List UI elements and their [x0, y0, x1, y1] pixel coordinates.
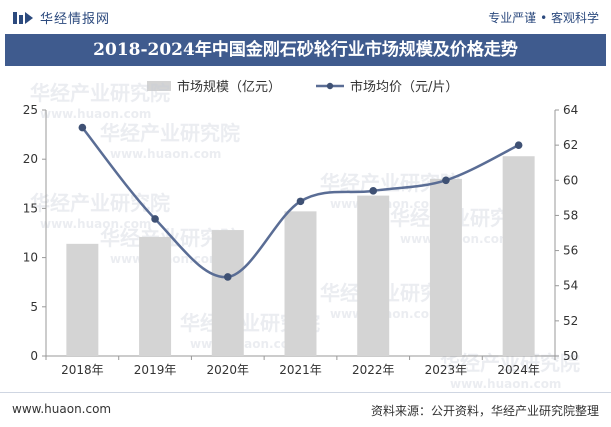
line-point [442, 176, 450, 185]
brand: 华经情报网 [12, 8, 110, 27]
y-left-tick-label: 20 [23, 152, 38, 166]
footer-source: 资料来源：公开资料，华经产业研究院整理 [370, 404, 599, 418]
bar [211, 230, 244, 356]
legend-label-bar: 市场规模（亿元） [177, 80, 282, 95]
x-tick-label: 2021年 [279, 363, 322, 377]
top-bar: 华经情报网 专业严谨 • 客观科学 [0, 0, 611, 34]
y-right-tick-label: 54 [563, 279, 578, 293]
brand-name: 华经情报网 [40, 12, 111, 27]
x-tick-label: 2019年 [134, 363, 177, 377]
x-tick-label: 2023年 [425, 363, 468, 377]
footer-url: www.huaon.com [12, 402, 112, 416]
legend-label-line: 市场均价（元/片） [350, 80, 459, 95]
y-right-tick-label: 64 [563, 103, 578, 117]
footer: www.huaon.com 资料来源：公开资料，华经产业研究院整理 [0, 392, 611, 427]
legend: 市场规模（亿元） 市场均价（元/片） [0, 76, 611, 95]
y-right-tick-label: 58 [563, 208, 578, 222]
legend-line-swatch [316, 82, 344, 89]
line-point [369, 187, 378, 195]
y-right-tick-label: 50 [563, 349, 578, 363]
y-left-tick-label: 15 [23, 201, 38, 215]
bar [66, 243, 99, 356]
watermark-text: 华经产业研究院 [30, 81, 170, 105]
y-left-tick-label: 0 [30, 349, 38, 363]
x-tick-label: 2024年 [497, 363, 540, 377]
line-point [514, 141, 523, 149]
legend-item-line: 市场均价（元/片） [316, 76, 458, 95]
slogan: 专业严谨 • 客观科学 [488, 11, 599, 25]
bar [429, 178, 462, 356]
x-tick-label: 2020年 [207, 363, 250, 377]
watermark-url: www.huaon.com [450, 377, 561, 391]
y-right-tick-label: 52 [563, 314, 578, 328]
legend-bar-swatch [147, 80, 171, 91]
watermark-url: www.huaon.com [110, 147, 221, 161]
watermark-url: www.huaon.com [40, 107, 151, 121]
line-point [296, 197, 305, 206]
brand-logo-icon [13, 11, 33, 24]
y-left-tick-label: 25 [23, 103, 38, 117]
y-right-tick-label: 56 [563, 244, 578, 258]
y-left-tick-label: 5 [30, 300, 38, 314]
line-point [151, 215, 159, 223]
watermark-text: 华经产业研究院 [100, 121, 240, 145]
bar [139, 236, 172, 356]
watermark-url: www.huaon.com [40, 217, 151, 231]
line-point [223, 273, 232, 281]
x-tick-label: 2022年 [352, 363, 395, 377]
y-right-tick-label: 60 [563, 173, 578, 187]
bar [502, 156, 535, 356]
bar [357, 195, 390, 356]
y-right-tick-label: 62 [563, 138, 578, 152]
legend-item-bar: 市场规模（亿元） [147, 76, 281, 95]
x-tick-label: 2018年 [61, 363, 104, 377]
line-point [78, 123, 87, 132]
bar [284, 211, 317, 356]
y-left-tick-label: 10 [23, 251, 38, 265]
chart-title: 2018-2024年中国金刚石砂轮行业市场规模及价格走势 [5, 34, 606, 66]
